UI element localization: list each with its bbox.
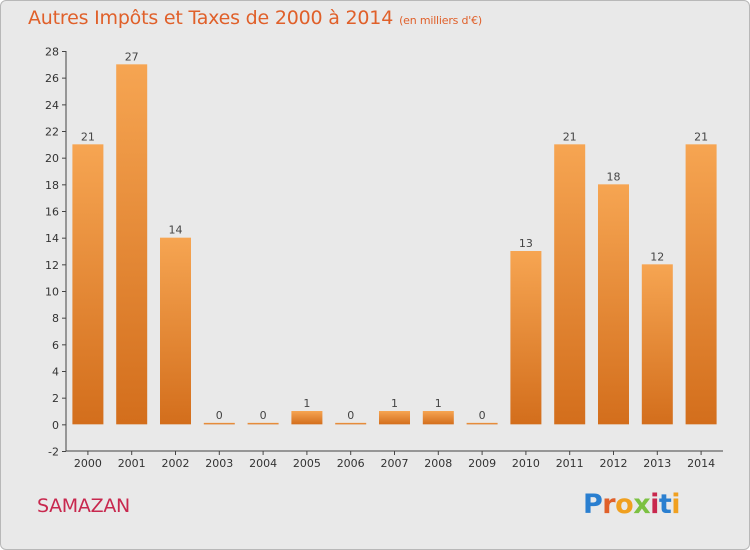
y-tick-label: 22: [45, 126, 59, 139]
x-tick-label: 2005: [293, 457, 321, 470]
logo-letter: i: [650, 489, 659, 520]
x-tick-label: 2001: [118, 457, 146, 470]
data-label: 0: [479, 409, 486, 422]
y-tick-label: 26: [45, 72, 59, 85]
bar: [554, 144, 586, 425]
chart-title: Autres Impôts et Taxes de 2000 à 2014 (en…: [28, 7, 482, 29]
bar: [72, 144, 104, 425]
x-tick-label: 2013: [643, 457, 671, 470]
logo-letter: x: [633, 489, 651, 520]
y-tick-label: 28: [45, 46, 59, 59]
y-tick-label: 0: [52, 419, 59, 432]
bar: [335, 422, 367, 425]
data-label: 14: [169, 224, 183, 237]
bar: [247, 422, 279, 425]
bar: [466, 422, 498, 425]
x-tick-label: 2010: [512, 457, 540, 470]
chart-unit: (en milliers d'€): [399, 14, 482, 27]
y-tick-label: 14: [45, 232, 59, 245]
data-label: 21: [694, 130, 708, 143]
logo-letter: o: [615, 489, 634, 520]
y-tick-label: 12: [45, 259, 59, 272]
data-label: 1: [435, 397, 442, 410]
bar: [291, 411, 323, 425]
x-tick-label: 2014: [687, 457, 715, 470]
data-label: 0: [347, 409, 354, 422]
x-tick-label: 2011: [556, 457, 584, 470]
x-tick-label: 2007: [381, 457, 409, 470]
bar: [510, 251, 542, 425]
logo-letter: t: [658, 489, 672, 520]
bar: [379, 411, 410, 425]
x-tick-label: 2008: [424, 457, 452, 470]
data-label: 1: [303, 397, 310, 410]
x-tick-label: 2002: [162, 457, 190, 470]
y-tick-label: 6: [52, 339, 59, 352]
y-tick-label: 2: [52, 392, 59, 405]
bar: [116, 64, 148, 425]
bar: [422, 411, 454, 425]
logo-letter: P: [583, 489, 603, 520]
data-label: 27: [125, 50, 139, 63]
chart-title-text: Autres Impôts et Taxes de 2000 à 2014: [28, 7, 394, 29]
y-tick-label: 24: [45, 99, 59, 112]
bar: [160, 237, 191, 425]
x-tick-label: 2006: [337, 457, 365, 470]
data-label: 12: [650, 250, 664, 263]
logo-letter: r: [602, 489, 616, 520]
x-tick-label: 2009: [468, 457, 496, 470]
y-tick-label: 4: [52, 366, 59, 379]
x-tick-label: 2004: [249, 457, 277, 470]
data-label: 0: [216, 409, 223, 422]
x-tick-label: 2000: [74, 457, 102, 470]
bar: [598, 184, 629, 425]
proxiti-logo: Proxiti: [583, 489, 681, 520]
chart-data-labels: 21 27 14 0 0 1 0 1 1 0 13 21 18 12 21: [81, 50, 708, 422]
data-label: 18: [607, 170, 621, 183]
data-label: 0: [260, 409, 267, 422]
y-tick-label: 8: [52, 312, 59, 325]
data-label: 1: [391, 397, 398, 410]
x-tick-label: 2003: [205, 457, 233, 470]
bar: [685, 144, 717, 425]
data-label: 13: [519, 237, 533, 250]
y-tick-label: 16: [45, 206, 59, 219]
bar: [641, 264, 673, 425]
commune-name: SAMAZAN: [37, 495, 130, 517]
y-tick-label: 18: [45, 179, 59, 192]
chart-bars: [72, 64, 717, 425]
data-label: 21: [81, 130, 95, 143]
data-label: 21: [563, 130, 577, 143]
bar: [203, 422, 235, 425]
y-tick-label: 10: [45, 286, 59, 299]
logo-letter: i: [671, 489, 681, 520]
y-tick-label: -2: [48, 446, 59, 459]
x-tick-label: 2012: [600, 457, 628, 470]
y-tick-label: 20: [45, 152, 59, 165]
